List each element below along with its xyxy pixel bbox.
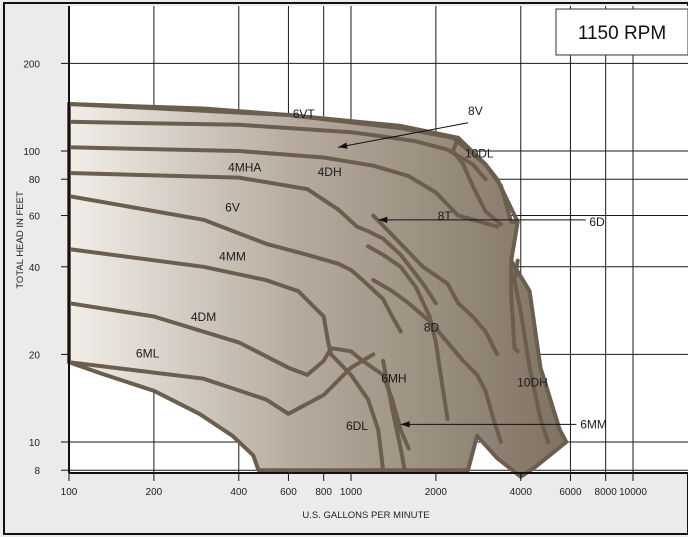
curve-6ml <box>67 352 376 416</box>
y-tick-label: 100 <box>23 147 40 158</box>
callout-line-8v <box>338 122 469 148</box>
callout-arrowhead-8v <box>338 142 348 149</box>
region-label-4dh: 4DH <box>318 165 342 179</box>
x-axis-title: U.S. GALLONS PER MINUTE <box>302 510 429 521</box>
curve-10dh <box>509 258 520 354</box>
curve-8d <box>371 278 503 444</box>
region-label-6v: 6V <box>225 200 240 214</box>
y-tick-label: 60 <box>29 212 41 223</box>
curve-10dl <box>451 135 503 227</box>
region-label-8t: 8T <box>438 209 453 223</box>
x-tick-label: 10000 <box>619 487 647 498</box>
callout-label-6mm: 6MM <box>580 417 607 431</box>
curve-6d <box>366 244 450 421</box>
y-tick-label: 80 <box>29 175 41 186</box>
curve-6mm <box>512 258 551 444</box>
region-label-6mh: 6MH <box>381 372 406 386</box>
region-label-6ml: 6ML <box>136 347 160 361</box>
region-label-8d: 8D <box>424 320 440 334</box>
x-tick-label: 4000 <box>510 487 533 498</box>
x-tick-label: 600 <box>280 487 297 498</box>
callout-label-6d: 6D <box>589 215 605 229</box>
x-tick-label: 2000 <box>425 487 448 498</box>
callouts: 8V 6D 6MM <box>338 104 607 431</box>
curve-4mm <box>67 247 334 357</box>
y-tick-label: 8 <box>34 466 40 477</box>
curve-6mh <box>381 358 407 473</box>
callout-arrowhead-6mm <box>400 421 410 428</box>
y-tick-label: 10 <box>29 438 41 449</box>
rpm-box <box>555 8 688 56</box>
region-label-4dm: 4DM <box>191 310 216 324</box>
region-label-10dl: 10DL <box>465 146 494 160</box>
curve-4dh <box>67 171 438 306</box>
curve-6v <box>67 194 403 334</box>
callout-label-8v: 8V <box>468 104 483 118</box>
frame <box>3 2 688 535</box>
x-tick-label: 6000 <box>559 487 582 498</box>
curve-8v <box>67 119 488 182</box>
y-axis-title: TOTAL HEAD IN FEET <box>15 191 26 289</box>
x-tick-label: 8000 <box>595 487 618 498</box>
y-tick-label: 40 <box>29 263 41 274</box>
curve-4mha <box>67 145 500 229</box>
region-label-6vt: 6VT <box>293 107 316 121</box>
x-tick-label: 800 <box>315 487 332 498</box>
x-tick-label: 200 <box>146 487 163 498</box>
x-tick-label: 1000 <box>340 487 363 498</box>
region-label-6dl: 6DL <box>346 419 368 433</box>
callout-arrowhead-6d <box>378 216 388 224</box>
region-labels: 6VT 10DL 4MHA 4DH 6V 8T 4MM 4DM 8D 6ML 6MH 10DH 6DL <box>136 107 548 433</box>
y-tick-label: 200 <box>23 59 40 70</box>
chart-title: 1150 RPM <box>578 23 666 44</box>
curve-lines <box>67 102 551 473</box>
region-label-10dh: 10DH <box>517 376 548 390</box>
region-label-4mha: 4MHA <box>228 161 261 175</box>
curve-6dl <box>329 352 386 473</box>
x-tick-label: 100 <box>61 487 78 498</box>
region-label-4mm: 4MM <box>219 250 246 264</box>
curve-8t <box>371 213 500 357</box>
axes: 100 200 400 600 800 1000 2000 4000 6000 8000 10000… <box>23 6 688 498</box>
y-tick-label: 20 <box>29 350 41 361</box>
x-tick-label: 400 <box>230 487 247 498</box>
